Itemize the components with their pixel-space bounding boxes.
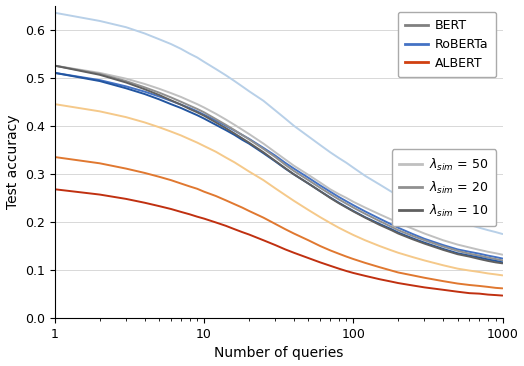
Y-axis label: Test accuracy: Test accuracy bbox=[6, 115, 19, 209]
Legend: $\lambda_{sim}$ = 50, $\lambda_{sim}$ = 20, $\lambda_{sim}$ = 10: $\lambda_{sim}$ = 50, $\lambda_{sim}$ = … bbox=[392, 149, 496, 227]
X-axis label: Number of queries: Number of queries bbox=[214, 347, 343, 361]
